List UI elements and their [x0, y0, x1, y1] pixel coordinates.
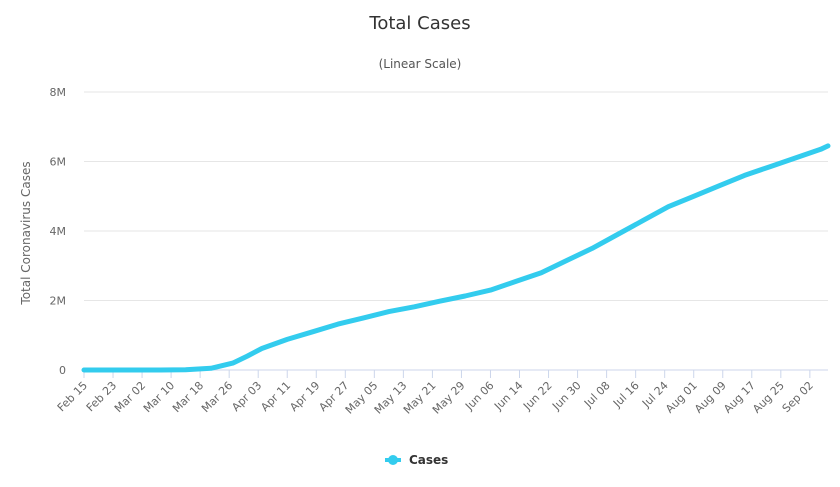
x-tick-label: Apr 19 [287, 379, 322, 414]
x-tick-label: Aug 25 [750, 379, 787, 416]
x-tick-label: Aug 09 [692, 379, 729, 416]
y-tick-label: 8M [50, 86, 67, 99]
x-tick-label: Jun 22 [520, 379, 554, 413]
x-tick-label: Mar 26 [199, 379, 235, 415]
y-tick-label: 4M [50, 225, 67, 238]
x-tick-label: Feb 15 [55, 379, 90, 414]
y-tick-label: 2M [50, 295, 67, 308]
x-tick-label: Jun 30 [549, 379, 583, 413]
legend-swatch-marker [388, 455, 398, 465]
x-tick-label: Mar 10 [141, 379, 177, 415]
x-tick-label: Apr 03 [229, 379, 264, 414]
x-tick-label: Jun 14 [491, 379, 525, 413]
x-tick-label: Mar 18 [170, 379, 206, 415]
x-tick-label: Jul 16 [610, 379, 642, 411]
x-tick-label: Apr 11 [258, 379, 293, 414]
y-tick-label: 6M [50, 156, 67, 169]
x-tick-label: Aug 17 [721, 379, 758, 416]
legend[interactable]: Cases [385, 453, 448, 467]
series-group [81, 143, 831, 373]
chart-subtitle: (Linear Scale) [379, 57, 462, 71]
y-tick-labels: 0 2M 4M 6M 8M [50, 86, 67, 377]
y-axis-label: Total Coronavirus Cases [19, 161, 33, 305]
chart-title: Total Cases [368, 13, 470, 34]
legend-label-cases[interactable]: Cases [409, 453, 448, 467]
x-tick-label: Mar 02 [112, 379, 148, 415]
series-line-cases[interactable] [81, 143, 831, 373]
x-tick-label: Sep 02 [780, 379, 816, 415]
x-tick-label: Jul 08 [581, 379, 613, 411]
x-tick-label: May 29 [430, 379, 468, 417]
y-tick-label: 0 [59, 364, 66, 377]
grid-lines [84, 91, 828, 371]
x-tick-label: Aug 01 [663, 379, 700, 416]
x-tick-label: Jun 06 [462, 379, 496, 413]
